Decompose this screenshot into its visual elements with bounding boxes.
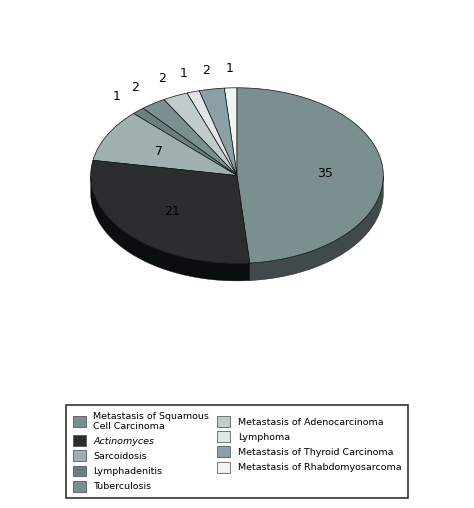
Text: 2: 2 [202, 64, 210, 77]
Polygon shape [91, 176, 250, 281]
Polygon shape [143, 100, 237, 176]
Polygon shape [199, 88, 237, 176]
Text: 7: 7 [155, 145, 163, 158]
Text: 35: 35 [317, 167, 333, 180]
Polygon shape [134, 108, 237, 176]
Polygon shape [187, 91, 237, 176]
Text: 1: 1 [179, 67, 187, 80]
Polygon shape [237, 88, 383, 263]
Text: 2: 2 [158, 72, 165, 85]
Polygon shape [93, 113, 237, 176]
Polygon shape [164, 93, 237, 176]
Text: 1: 1 [225, 62, 233, 75]
Text: 2: 2 [131, 81, 138, 94]
Polygon shape [91, 161, 250, 263]
Polygon shape [250, 176, 383, 280]
Legend: Metastasis of Squamous
Cell Carcinoma, Actinomyces, Sarcoidosis, Lymphadenitis, : Metastasis of Squamous Cell Carcinoma, A… [66, 405, 408, 498]
Polygon shape [224, 88, 237, 176]
Text: 21: 21 [164, 205, 180, 217]
Text: 1: 1 [112, 90, 120, 103]
